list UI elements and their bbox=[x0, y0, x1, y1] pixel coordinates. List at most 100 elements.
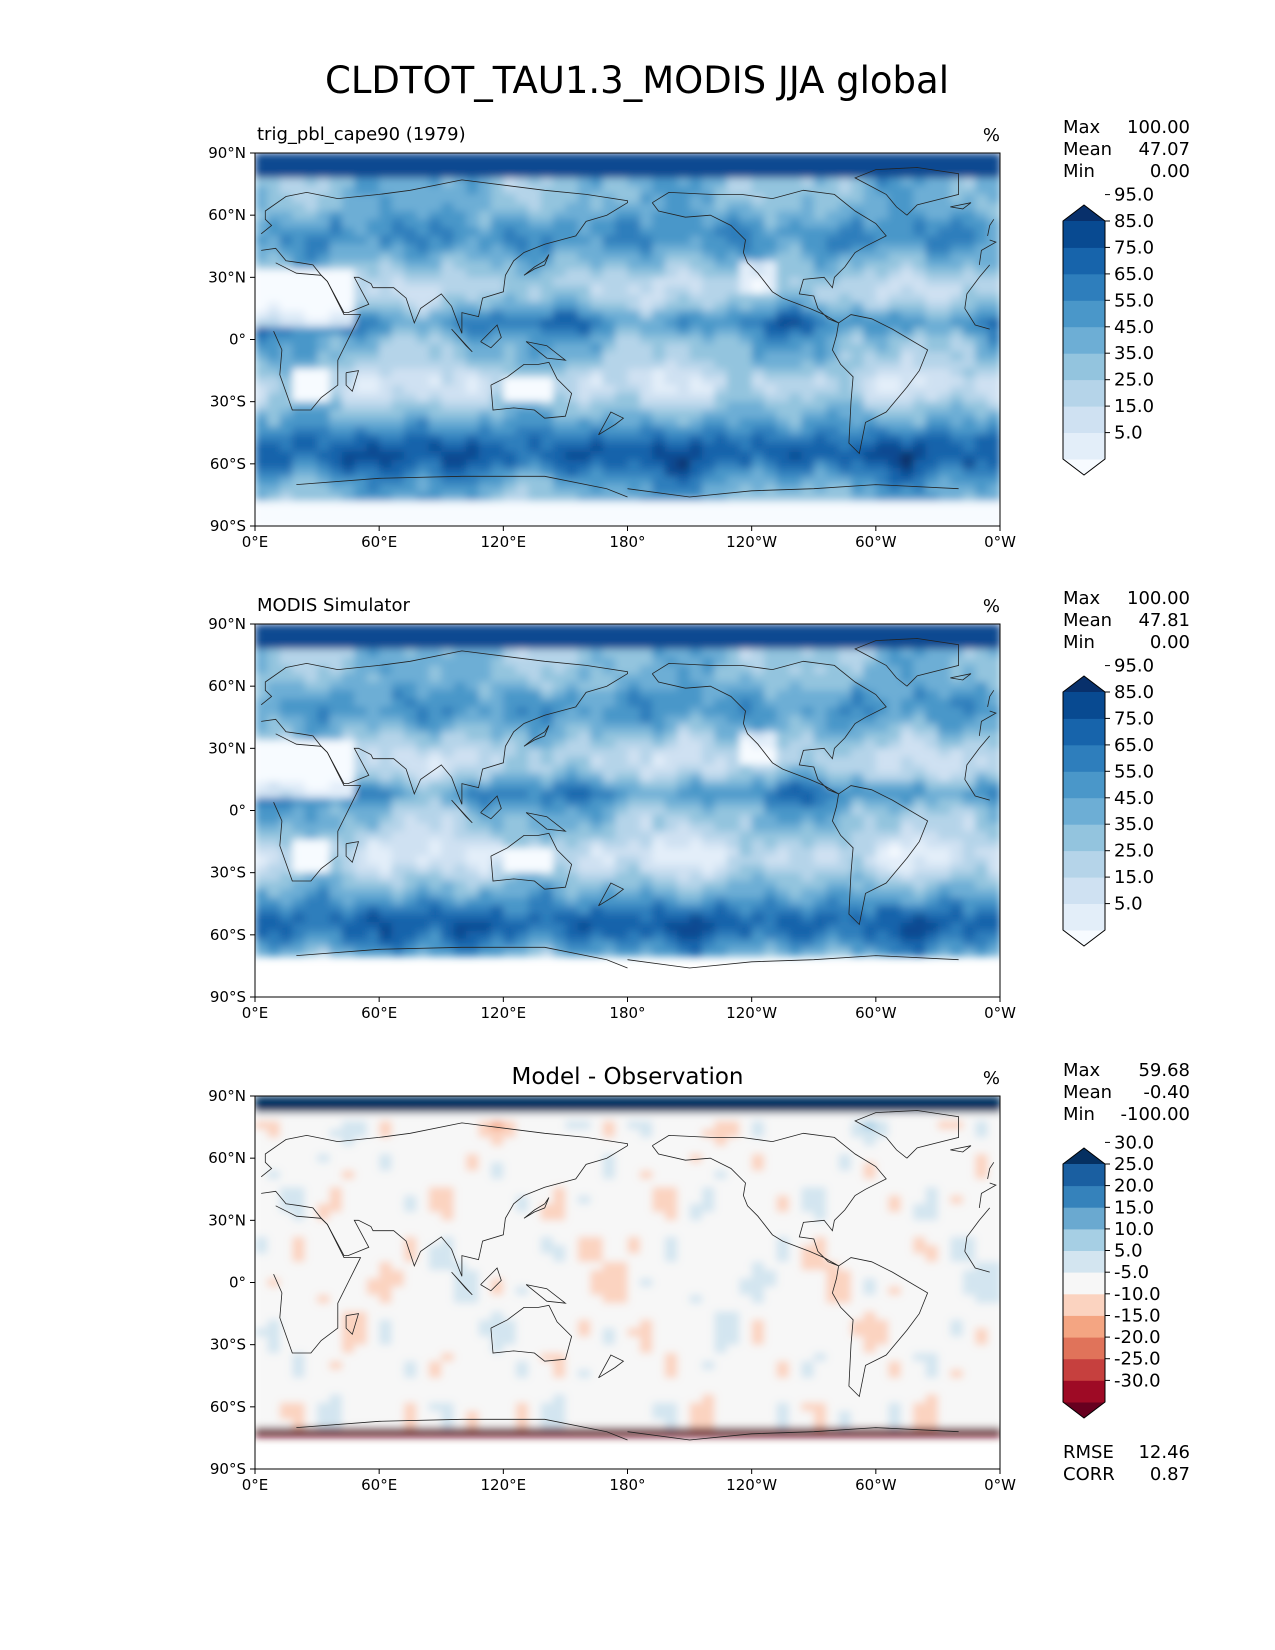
field-cell bbox=[875, 194, 890, 204]
field-cell bbox=[702, 881, 716, 891]
field-cell bbox=[441, 501, 455, 511]
field-cell bbox=[726, 914, 741, 924]
field-cell bbox=[913, 657, 927, 667]
field-cell bbox=[937, 376, 952, 387]
field-cell bbox=[639, 484, 654, 494]
field-cell bbox=[838, 831, 852, 841]
field-cell bbox=[577, 756, 592, 766]
field-cell bbox=[900, 426, 915, 436]
field-cell bbox=[292, 235, 306, 246]
field-cell bbox=[304, 393, 319, 403]
field-cell bbox=[453, 401, 468, 411]
field-cell bbox=[975, 914, 989, 924]
field-cell bbox=[677, 723, 691, 733]
field-cell bbox=[317, 277, 331, 287]
field-cell bbox=[341, 798, 356, 808]
field-cell bbox=[416, 698, 430, 708]
field-cell bbox=[900, 484, 915, 494]
field-cell bbox=[341, 773, 356, 783]
field-cell bbox=[702, 293, 716, 304]
field-cell bbox=[602, 219, 617, 229]
field-cell bbox=[863, 351, 877, 362]
field-cell bbox=[714, 426, 728, 436]
field-cell bbox=[515, 723, 530, 733]
field-cell bbox=[615, 881, 629, 891]
field-cell bbox=[490, 756, 505, 766]
field-cell bbox=[900, 376, 915, 387]
field-cell bbox=[478, 476, 492, 486]
field-cell bbox=[726, 756, 741, 766]
field-cell bbox=[950, 252, 964, 262]
field-cell bbox=[888, 881, 902, 891]
field-cell bbox=[875, 434, 890, 445]
field-cell bbox=[813, 476, 828, 486]
field-cell bbox=[441, 856, 455, 866]
field-cell bbox=[404, 706, 418, 717]
field-cell bbox=[304, 492, 319, 503]
field-cell bbox=[726, 740, 741, 750]
field-cell bbox=[255, 186, 269, 196]
field-cell bbox=[888, 632, 902, 642]
field-cell bbox=[515, 376, 530, 387]
field-cell bbox=[478, 715, 492, 725]
field-cell bbox=[267, 451, 281, 461]
field-cell bbox=[714, 822, 728, 833]
field-cell bbox=[577, 501, 592, 511]
field-cell bbox=[590, 194, 604, 204]
field-cell bbox=[453, 509, 468, 519]
field-cell bbox=[813, 839, 828, 849]
field-cell bbox=[317, 673, 331, 683]
field-cell bbox=[664, 410, 679, 420]
field-cell bbox=[366, 723, 381, 733]
field-cell bbox=[975, 235, 989, 246]
field-cell bbox=[279, 706, 294, 717]
field-cell bbox=[391, 186, 405, 196]
field-cell bbox=[689, 640, 703, 650]
field-cell bbox=[851, 219, 865, 229]
field-cell bbox=[490, 764, 505, 775]
field-cell bbox=[689, 492, 703, 503]
field-cell bbox=[913, 517, 927, 526]
field-cell bbox=[801, 351, 815, 362]
field-cell bbox=[540, 715, 554, 725]
field-cell bbox=[664, 648, 679, 659]
field-cell bbox=[379, 814, 393, 824]
field-cell bbox=[677, 698, 691, 708]
field-cell bbox=[776, 368, 790, 378]
field-cell bbox=[416, 351, 430, 362]
field-cell bbox=[764, 451, 778, 461]
field-cell bbox=[813, 302, 828, 312]
field-cell bbox=[987, 914, 1000, 924]
field-cell bbox=[925, 690, 939, 700]
field-cell bbox=[975, 401, 989, 411]
field-cell bbox=[987, 872, 1000, 882]
field-cell bbox=[441, 847, 455, 858]
field-cell bbox=[788, 476, 803, 486]
field-cell bbox=[329, 434, 343, 445]
field-cell bbox=[714, 153, 728, 163]
field-cell bbox=[652, 285, 666, 295]
field-cell bbox=[317, 177, 331, 188]
field-cell bbox=[900, 227, 915, 237]
field-cell bbox=[739, 186, 753, 196]
field-cell bbox=[615, 632, 629, 642]
field-cell bbox=[677, 269, 691, 279]
field-cell bbox=[329, 385, 343, 395]
field-cell bbox=[341, 194, 356, 204]
field-cell bbox=[317, 814, 331, 824]
field-cell bbox=[826, 764, 840, 775]
field-cell bbox=[925, 881, 939, 891]
field-cell bbox=[702, 764, 716, 775]
field-cell bbox=[528, 219, 542, 229]
field-cell bbox=[453, 468, 468, 478]
field-cell bbox=[515, 169, 530, 179]
field-cell bbox=[764, 798, 778, 808]
field-cell bbox=[602, 509, 617, 519]
field-cell bbox=[515, 881, 530, 891]
field-cell bbox=[292, 682, 306, 692]
field-cell bbox=[776, 781, 790, 791]
field-cell bbox=[279, 360, 294, 370]
field-cell bbox=[329, 773, 343, 783]
field-cell bbox=[851, 889, 865, 899]
field-cell bbox=[379, 509, 393, 519]
